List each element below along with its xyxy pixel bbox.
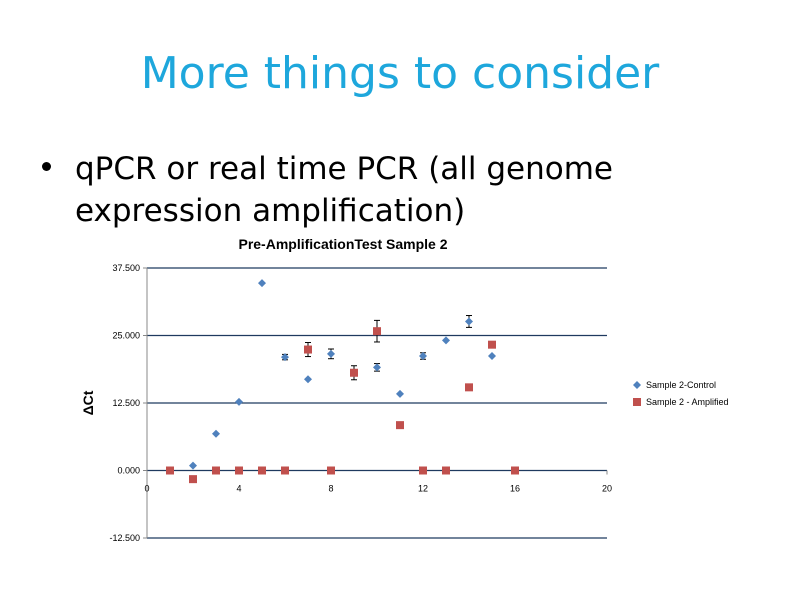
x-tick-label: 8: [328, 484, 333, 494]
x-tick-label: 12: [418, 484, 428, 494]
x-tick-label: 4: [236, 484, 241, 494]
control-point: [212, 429, 220, 438]
amplified-point: [488, 340, 496, 349]
control-point: [189, 461, 197, 470]
chart-title: Pre-AmplificationTest Sample 2: [238, 236, 447, 252]
control-point: [488, 352, 496, 361]
control-point: [465, 317, 473, 326]
control-point: [258, 279, 266, 288]
amplified-point: [304, 345, 312, 354]
data-points: [166, 279, 519, 484]
amplified-point: [327, 466, 335, 475]
legend: Sample 2-Control Sample 2 - Amplified: [633, 380, 729, 407]
bullet-item: qPCR or real time PCR (all genome expres…: [42, 148, 782, 232]
control-point: [442, 336, 450, 345]
y-tick-label: 12.500: [112, 398, 140, 408]
amplified-point: [258, 466, 266, 475]
y-tick-label: 37.500: [112, 263, 140, 273]
amplified-point: [511, 466, 519, 475]
legend-label: Sample 2-Control: [646, 380, 716, 390]
control-point: [327, 349, 335, 358]
control-point: [304, 375, 312, 384]
x-tick-label: 20: [602, 484, 612, 494]
amplified-point: [212, 466, 220, 475]
legend-label: Sample 2 - Amplified: [646, 397, 729, 407]
y-tick-label: 0.000: [117, 466, 140, 476]
amplified-point: [235, 466, 243, 475]
grid-lines: [147, 267, 607, 539]
amplified-point: [465, 383, 473, 392]
x-tick-labels: 0 4 8 12 16 20: [144, 484, 612, 494]
bullet-dot-icon: [42, 162, 51, 171]
legend-marker: [633, 381, 641, 389]
amplified-point: [373, 327, 381, 336]
control-point: [373, 363, 381, 372]
control-point: [235, 397, 243, 406]
slide-title: More things to consider: [140, 48, 660, 99]
y-axis-title: ΔCt: [80, 390, 96, 415]
x-tick-label: 16: [510, 484, 520, 494]
control-point: [281, 353, 289, 362]
amplified-point: [350, 368, 358, 377]
amplified-point: [396, 421, 404, 430]
amplified-point: [189, 475, 197, 484]
amplified-point: [442, 466, 450, 475]
amplified-point: [419, 466, 427, 475]
amplified-point: [166, 466, 174, 475]
control-point: [396, 389, 404, 398]
y-tick-label: -12.500: [109, 533, 140, 543]
legend-marker: [633, 398, 641, 406]
bullet-text: qPCR or real time PCR (all genome expres…: [75, 151, 614, 229]
y-tick-label: 25.000: [112, 331, 140, 341]
amplified-point: [281, 466, 289, 475]
x-tick-label: 0: [144, 484, 149, 494]
control-point: [419, 352, 427, 361]
y-tick-labels: -12.500 0.000 12.500 25.000 37.500: [109, 263, 140, 543]
